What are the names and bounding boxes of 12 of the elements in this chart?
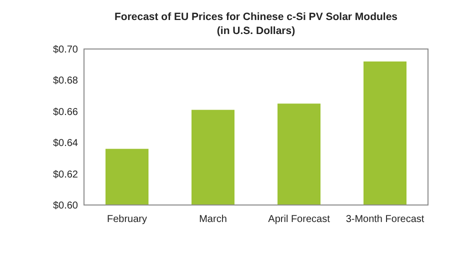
x-tick-label: 3-Month Forecast: [346, 214, 424, 225]
y-tick-label: $0.62: [52, 169, 78, 180]
x-tick-label: March: [199, 214, 227, 225]
x-tick-label: February: [106, 214, 148, 225]
chart-subtitle: (in U.S. Dollars): [216, 25, 296, 37]
chart-title: Forecast of EU Prices for Chinese c-Si PV Solar Modules: [114, 11, 398, 23]
x-tick-label: April Forecast: [268, 214, 330, 225]
y-tick-label: $0.66: [52, 106, 78, 118]
y-tick-label: $0.60: [52, 200, 78, 212]
y-tick-label: $0.70: [52, 44, 78, 56]
y-tick-label: $0.68: [52, 76, 78, 87]
y-tick-label: $0.64: [52, 138, 78, 150]
